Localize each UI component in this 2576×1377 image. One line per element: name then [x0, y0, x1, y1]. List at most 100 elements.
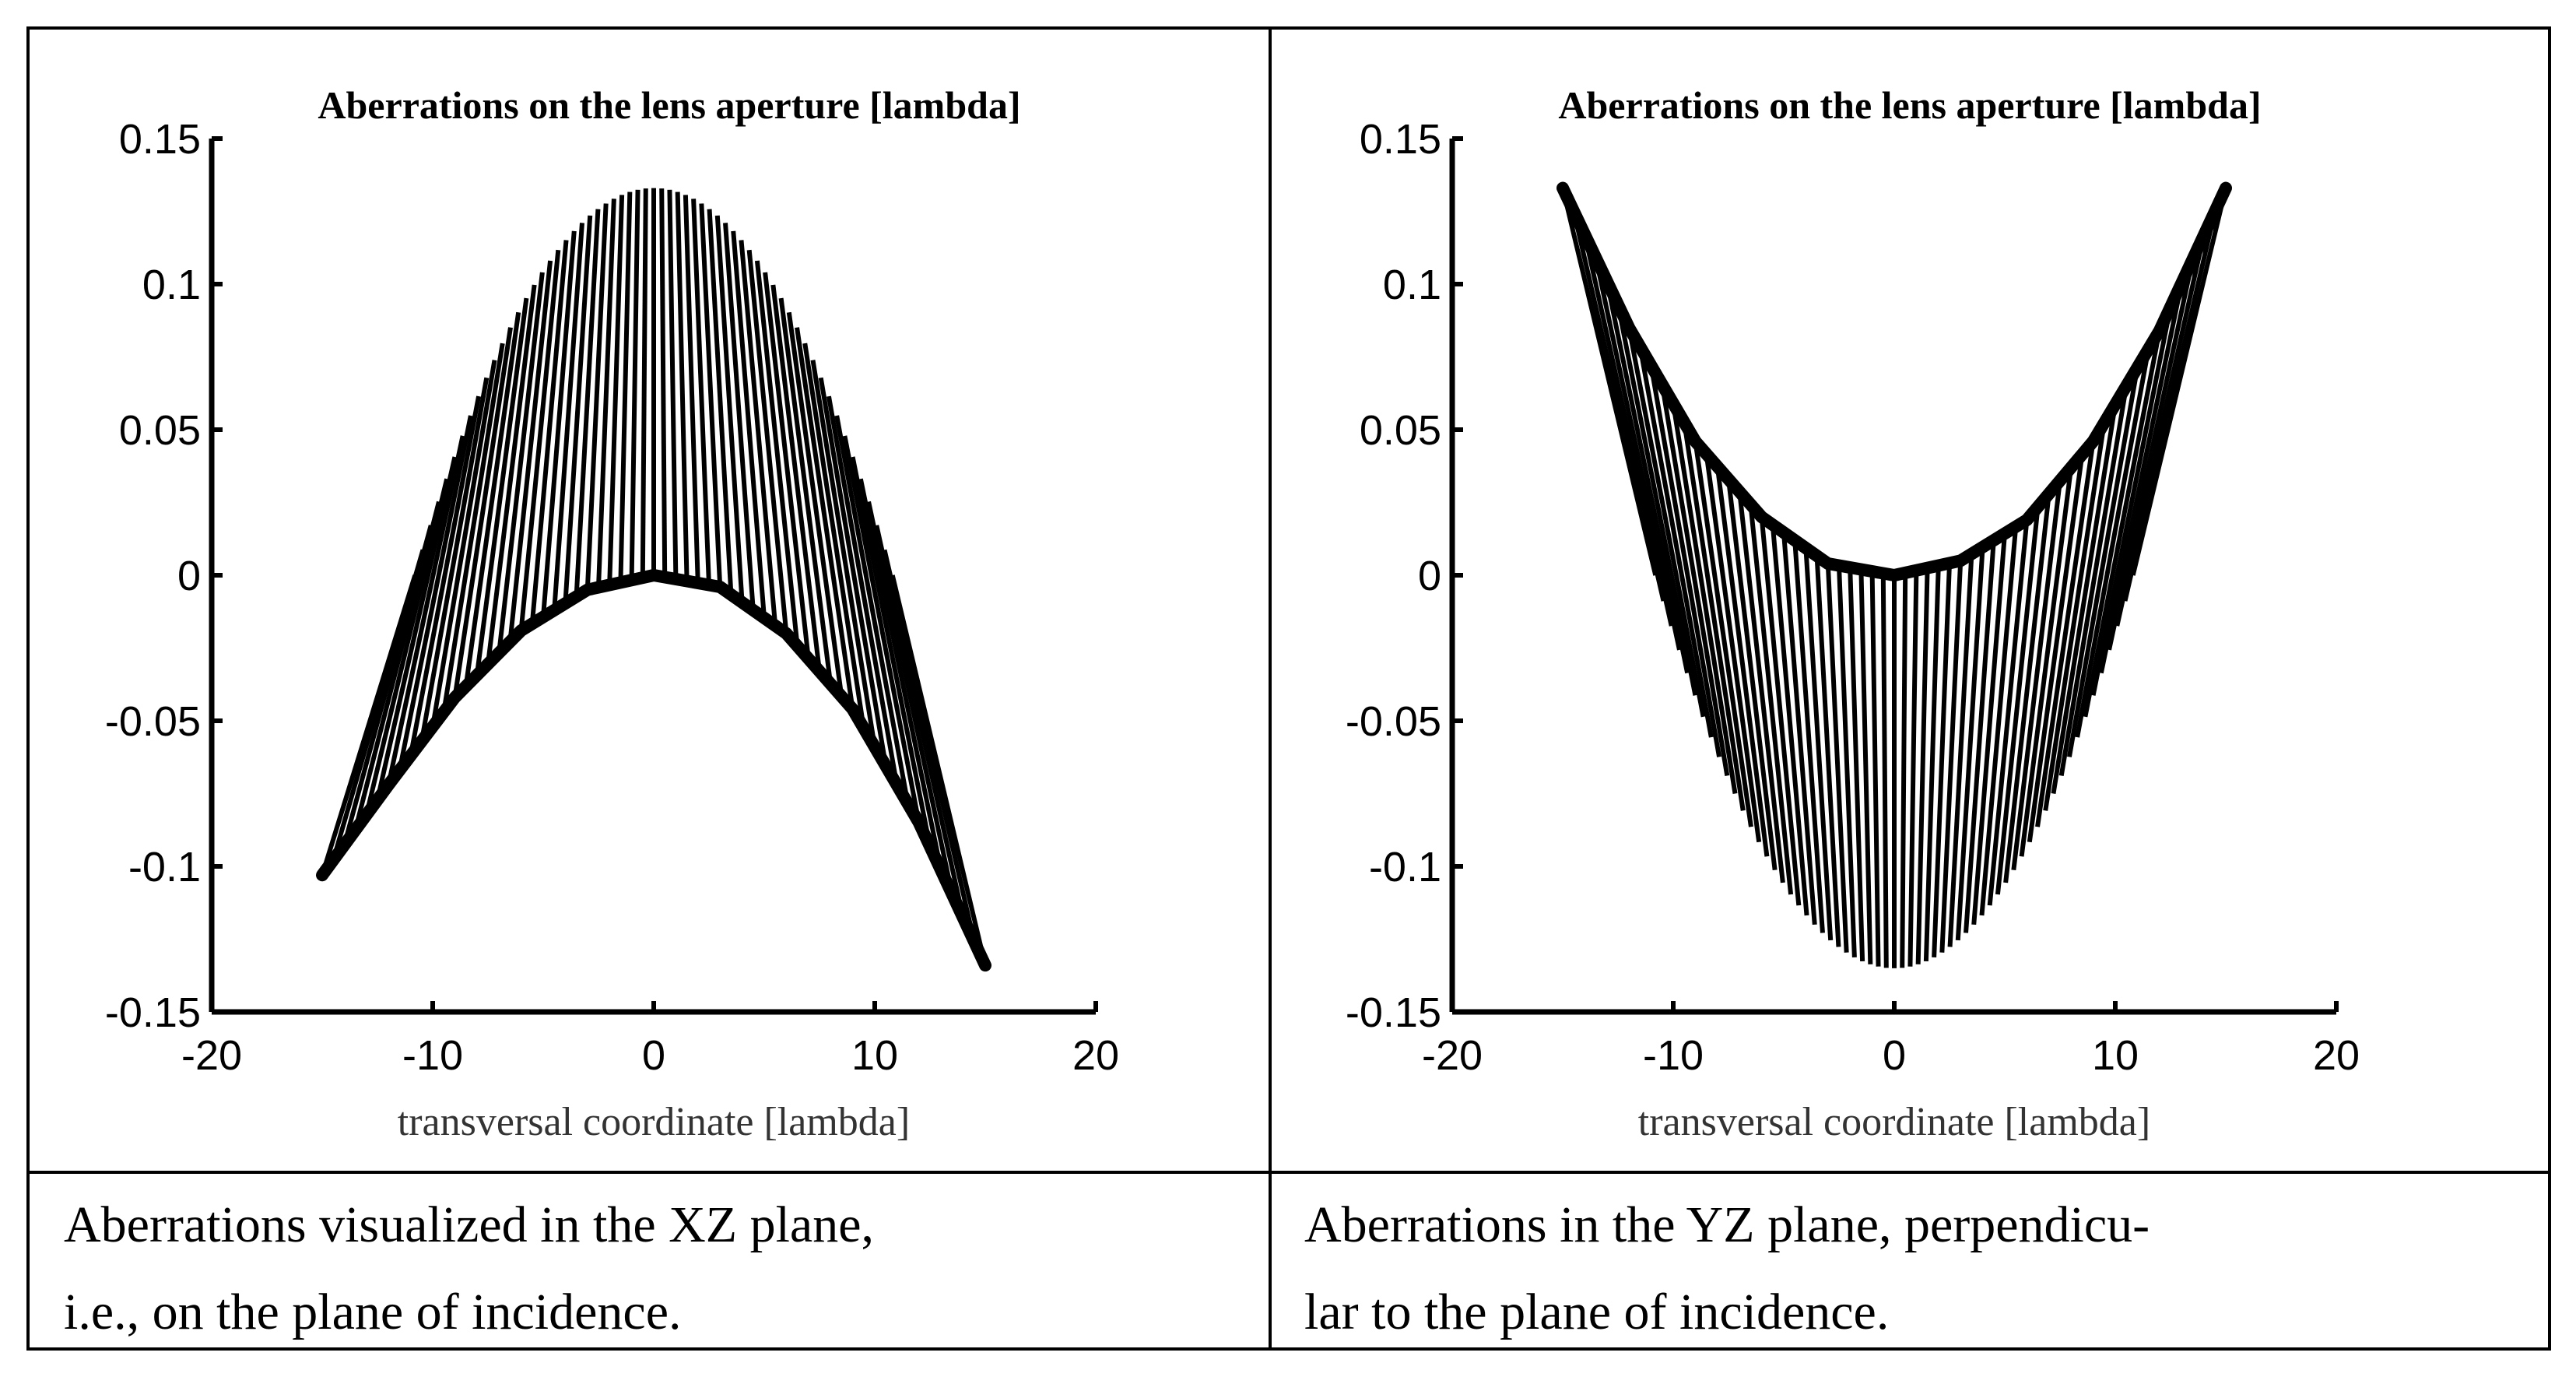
right-chart-fan-line [1825, 563, 1849, 953]
right-chart-fan-line [1987, 519, 2030, 906]
left-chart-ytick-label: 0 [177, 553, 201, 599]
left-chart-base-curve [316, 569, 991, 972]
left-chart-ytick-label: 0.05 [119, 407, 201, 454]
left-chart-fan-line [659, 188, 668, 578]
left-chart-ytick-label: -0.1 [128, 844, 201, 890]
left-chart-fan-line [441, 342, 505, 713]
left-chart-fan-line [607, 195, 625, 585]
left-chart-fan-line [363, 478, 450, 816]
right-chart-fan-line [1693, 441, 1753, 827]
right-chart-fan-line [1792, 539, 1825, 933]
left-chart-xtick-label: 20 [1072, 1032, 1119, 1079]
right-chart-fan-line [1770, 524, 1809, 916]
right-chart-fan-line [1858, 569, 1873, 964]
left-chart-fan-line [507, 260, 553, 642]
right-chart-fan-line [1671, 402, 1738, 794]
caption-left-line2: i.e., on the plane of incidence. [64, 1284, 682, 1340]
left-chart-fan-line [834, 415, 911, 805]
caption-right-line2: lar to the plane of incidence. [1304, 1284, 1890, 1340]
right-chart-fan-line [1704, 453, 1762, 843]
left-chart-fan-line [699, 203, 723, 588]
right-chart-fan-line [1837, 565, 1857, 957]
left-chart-fan-line [810, 360, 877, 748]
left-chart-fan-line [529, 240, 569, 624]
right-chart-fan-line [2114, 235, 2206, 627]
right-chart-fan-line [2075, 348, 2151, 738]
right-chart-fan-line [2130, 187, 2228, 576]
right-chart-fan-line [1955, 546, 1985, 941]
left-chart-fan-line [584, 203, 609, 590]
left-chart-fan-line [683, 195, 700, 584]
right-chart-fan-line [1737, 491, 1785, 883]
right-chart-fan-line [2043, 422, 2107, 811]
right-chart-ytick-label: 0 [1418, 553, 1441, 599]
left-chart-fan-line [842, 435, 921, 824]
table-border-left [26, 26, 30, 1351]
table-border-top [26, 26, 2551, 30]
right-chart-fan-line [1923, 565, 1941, 962]
right-chart-fan-line [1979, 526, 2019, 916]
right-chart-fan-line [1848, 567, 1865, 962]
right-chart-xtick-label: 20 [2313, 1032, 2360, 1079]
right-chart-fan-line [2019, 467, 2074, 857]
left-chart-title: Aberrations on the lens aperture [lambda… [318, 83, 1020, 127]
left-chart-fan-line [452, 327, 513, 698]
left-chart-fan-line [754, 260, 800, 647]
left-chart-fan-line [858, 478, 944, 871]
left-chart-fan-line [739, 240, 778, 627]
left-chart-fan-line [786, 311, 844, 697]
right-chart-fan-line [1964, 539, 1996, 933]
right-chart-base-curve [1556, 181, 2232, 581]
table-divider-vertical [1269, 26, 1272, 1351]
right-chart-fan-line [1682, 422, 1746, 811]
left-chart-fan-line [419, 377, 490, 742]
left-chart-fan-line [375, 456, 458, 801]
left-chart-fan-line [770, 284, 822, 672]
right-chart-fan-line [2011, 480, 2062, 871]
right-chart-fan-line [2090, 306, 2173, 696]
left-chart-xlabel: transversal coordinate [lambda] [398, 1100, 910, 1144]
right-chart-fan-line [1915, 567, 1930, 964]
right-chart-ytick-label: 0.1 [1383, 262, 1441, 308]
right-chart-fan-line [2027, 454, 2085, 843]
right-chart-fan-line [1759, 516, 1802, 906]
left-chart-ytick-label: 0.1 [142, 262, 201, 308]
right-chart-fan-line [1907, 570, 1919, 967]
right-chart-xtick-label: 10 [2092, 1032, 2139, 1079]
left-chart-fan-line [866, 501, 955, 895]
left-chart-xtick-label: 10 [851, 1032, 898, 1079]
right-chart-fan-line [1932, 563, 1952, 957]
left-chart-fan-line [486, 284, 537, 665]
caption-right-line1: Aberrations in the YZ plane, perpendicu- [1304, 1196, 2150, 1253]
left-chart-fan-line [353, 501, 441, 831]
figure-table: Aberrations on the lens aperture [lambda… [26, 26, 2551, 1351]
right-chart-xlabel: transversal coordinate [lambda] [1638, 1100, 2150, 1144]
right-chart-fan-line [1748, 504, 1794, 895]
table-divider-horizontal [26, 1171, 2551, 1174]
table-border-right [2548, 26, 2551, 1351]
left-chart-fan-line [714, 215, 745, 603]
caption-right: Aberrations in the YZ plane, perpendicu-… [1304, 1182, 2150, 1356]
left-chart-ytick-label: -0.15 [105, 989, 201, 1036]
left-chart-fan-line [640, 188, 648, 578]
left-chart-fan-line [618, 191, 633, 583]
left-chart-ytick-label: -0.05 [105, 698, 201, 745]
left-chart-fan-line [795, 327, 855, 710]
left-chart-fan-line [596, 198, 616, 588]
left-chart-xtick-label: -20 [181, 1032, 242, 1079]
left-chart-fan-line [731, 230, 767, 619]
right-chart-xtick-label: -10 [1643, 1032, 1704, 1079]
left-chart-fan-line [723, 223, 756, 611]
right-chart-fan-line [2058, 385, 2129, 776]
left-chart-fan-line [397, 415, 473, 771]
left-chart-fan-line [342, 525, 433, 846]
left-chart-fan-line [386, 435, 465, 785]
right-chart-xtick-label: 0 [1883, 1032, 1906, 1079]
right-chart-fan-line [1604, 280, 1690, 674]
left-chart-fan-line [874, 525, 966, 919]
right-chart-fan-line [1900, 572, 1908, 968]
right-chart-fan-line [1648, 365, 1722, 757]
right-chart-fan-line [1814, 555, 1841, 947]
left-chart-fan-line [463, 311, 521, 687]
right-chart-fan-line [1939, 560, 1964, 953]
